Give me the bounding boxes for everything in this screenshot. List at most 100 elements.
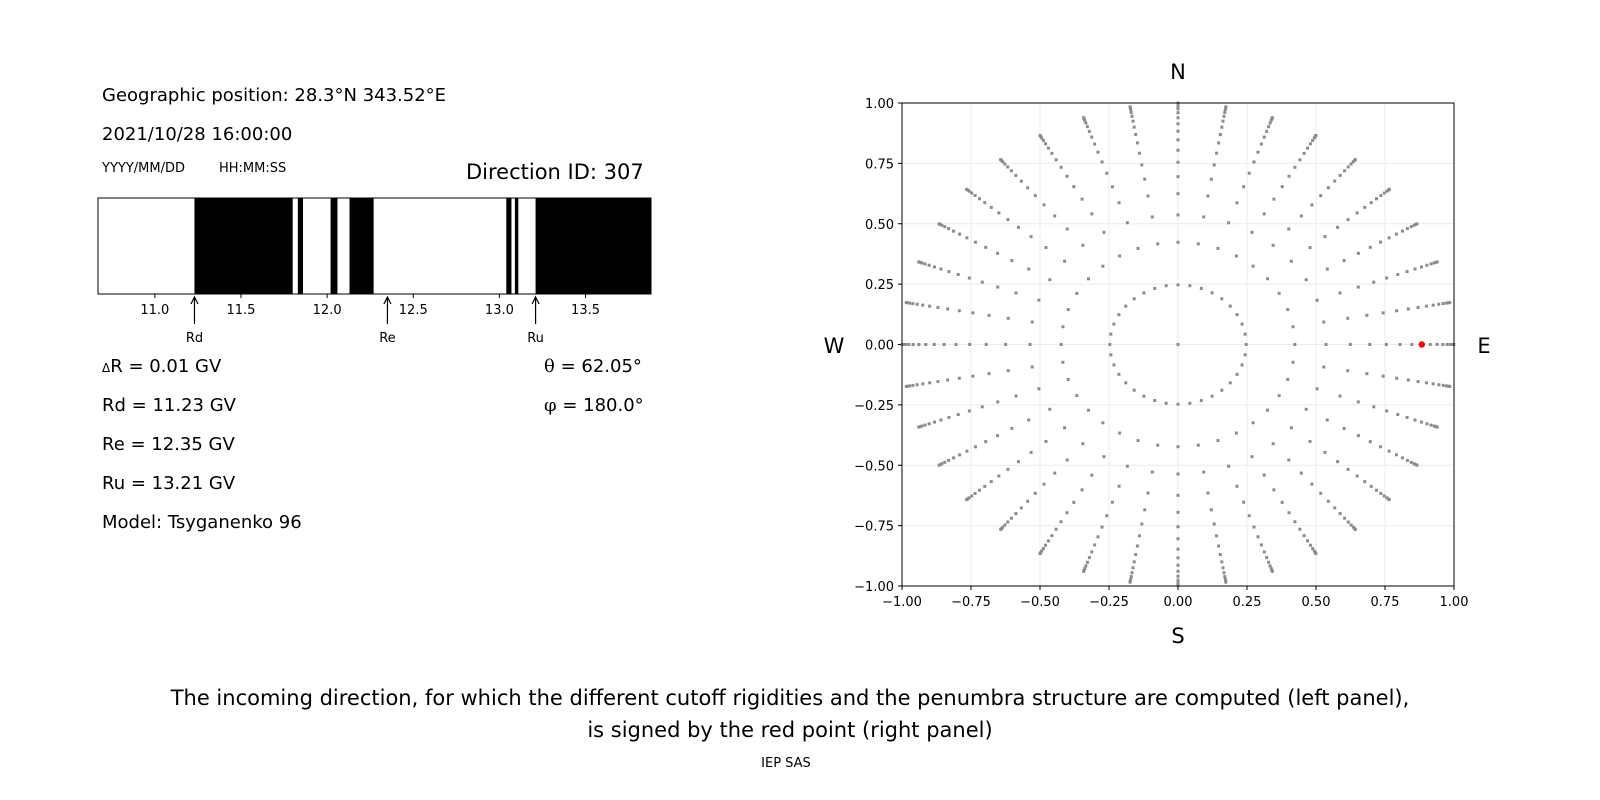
grid-point (970, 191, 974, 195)
grid-point (1406, 378, 1410, 382)
grid-point (1262, 473, 1266, 477)
grid-point (1061, 325, 1065, 329)
grid-point (973, 491, 977, 495)
grid-point (921, 303, 925, 307)
grid-point (1387, 498, 1391, 502)
grid-point (1428, 343, 1432, 346)
grid-point (1027, 418, 1031, 422)
grid-point (1028, 343, 1032, 346)
grid-point (1265, 277, 1269, 281)
grid-point (1006, 218, 1010, 222)
grid-point (947, 270, 951, 274)
grid-point (1117, 313, 1121, 317)
time-format: HH:MM:SS (219, 161, 287, 176)
grid-point (1072, 185, 1076, 189)
grid-point (1379, 491, 1383, 495)
grid-point (1385, 496, 1389, 500)
x-tick-label: −0.75 (951, 595, 991, 610)
grid-point (1090, 135, 1094, 139)
grid-point (983, 484, 987, 488)
grid-point (1319, 491, 1323, 495)
grid-point (1387, 449, 1391, 453)
grid-point (1382, 191, 1386, 195)
grid-point (1326, 499, 1330, 503)
grid-point (911, 302, 915, 306)
grid-point (1134, 553, 1138, 557)
grid-point (1338, 173, 1342, 177)
grid-point (904, 301, 908, 305)
grid-point (915, 302, 919, 306)
y-tick-label: 0.00 (865, 339, 894, 354)
grid-point (1176, 283, 1180, 287)
grid-point (965, 236, 969, 240)
grid-point (947, 458, 951, 462)
compass-south: S (1171, 624, 1184, 648)
grid-point (1372, 405, 1376, 409)
grid-point (1342, 426, 1346, 430)
grid-point (1356, 251, 1360, 255)
grid-point (1251, 421, 1255, 425)
grid-point (1400, 456, 1404, 460)
grid-point (1409, 460, 1413, 464)
compass-north: N (1170, 60, 1186, 84)
grid-point (1042, 482, 1046, 486)
grid-point (1256, 535, 1260, 539)
grid-point (1293, 520, 1297, 524)
grid-point (1136, 439, 1140, 443)
rd-value: Rd = 11.23 GV (102, 395, 236, 416)
grid-point (989, 480, 993, 484)
theta-symbol: θ (544, 356, 555, 377)
penumbra-band (194, 198, 293, 294)
grid-point (1287, 174, 1291, 178)
grid-point (1410, 343, 1414, 346)
grid-point (971, 374, 975, 378)
ru-value: Ru = 13.21 GV (102, 473, 236, 494)
grid-point (1415, 222, 1419, 226)
grid-point (1287, 227, 1291, 231)
grid-point (1336, 225, 1340, 229)
grid-point (1019, 506, 1023, 510)
grid-point (917, 425, 921, 429)
grid-point (1080, 197, 1084, 201)
penumbra-band (535, 198, 651, 294)
grid-point (1312, 136, 1316, 140)
grid-point (1369, 201, 1373, 205)
grid-point (1325, 267, 1329, 271)
grid-point (1265, 129, 1269, 133)
grid-point (1448, 384, 1452, 388)
x-tick-label: 13.0 (485, 303, 514, 318)
grid-point (1030, 365, 1034, 369)
grid-point (915, 383, 919, 387)
grid-point (1299, 471, 1303, 475)
grid-point (1209, 177, 1213, 181)
phi-symbol: φ (544, 395, 557, 416)
x-tick-label: 12.5 (399, 303, 428, 318)
grid-point (1129, 575, 1133, 579)
grid-point (1308, 246, 1312, 250)
grid-point (1379, 445, 1383, 449)
grid-point (1356, 285, 1360, 289)
grid-point (1006, 520, 1010, 524)
grid-point (1196, 242, 1200, 246)
grid-point (1243, 332, 1247, 336)
y-tick-label: −0.25 (854, 399, 894, 414)
grid-point (1368, 440, 1372, 444)
y-tick-label: 0.75 (865, 157, 894, 172)
grid-point (984, 245, 988, 249)
grid-point (943, 460, 947, 464)
grid-point (1220, 125, 1224, 129)
grid-point (1385, 189, 1389, 193)
grid-point (1176, 574, 1180, 578)
grid-point (1027, 267, 1031, 271)
grid-point (1247, 171, 1251, 175)
grid-point (1235, 313, 1239, 317)
grid-point (1289, 426, 1293, 430)
grid-point (1112, 322, 1116, 326)
grid-point (1146, 491, 1150, 495)
grid-point (1206, 491, 1210, 495)
grid-point (1299, 214, 1303, 218)
grid-point (947, 227, 951, 231)
grid-point (1338, 512, 1342, 516)
grid-point (1090, 473, 1094, 477)
grid-point (1216, 246, 1220, 250)
